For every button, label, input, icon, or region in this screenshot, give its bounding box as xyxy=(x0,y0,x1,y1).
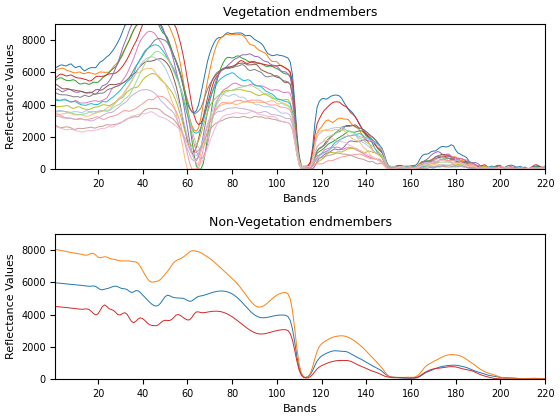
Title: Non-Vegetation endmembers: Non-Vegetation endmembers xyxy=(209,215,392,228)
X-axis label: Bands: Bands xyxy=(283,194,318,205)
X-axis label: Bands: Bands xyxy=(283,404,318,415)
Y-axis label: Reflectance Values: Reflectance Values xyxy=(6,254,16,360)
Title: Vegetation endmembers: Vegetation endmembers xyxy=(223,5,377,18)
Y-axis label: Reflectance Values: Reflectance Values xyxy=(6,44,16,150)
